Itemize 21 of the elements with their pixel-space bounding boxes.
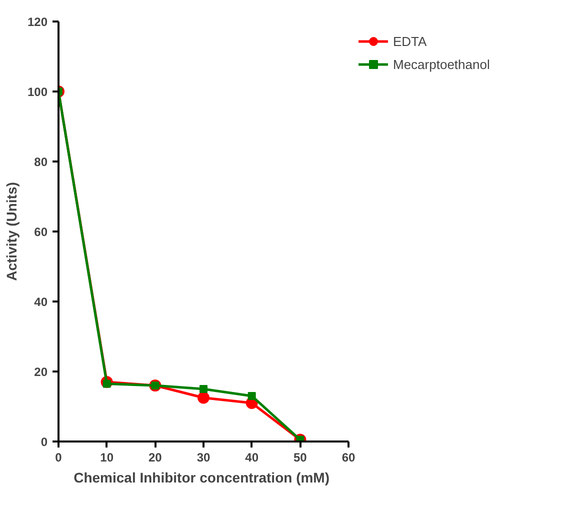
y-tick-label: 0 [40, 435, 48, 449]
legend-label: EDTA [393, 34, 427, 48]
y-axis-title: Activity (Units) [3, 182, 20, 281]
x-axis-title: Chemical Inhibitor concentration (mM) [74, 470, 330, 486]
x-tick-label: 40 [245, 450, 259, 464]
y-tick-label: 20 [34, 365, 48, 379]
y-tick-label: 80 [34, 155, 48, 169]
x-tick-label: 50 [293, 450, 308, 464]
legend-label: Mecarptoethanol [393, 56, 490, 72]
x-tick-label: 30 [196, 450, 210, 464]
x-tick-label: 20 [148, 450, 162, 464]
y-tick-label: 40 [34, 295, 48, 309]
x-tick-label: 60 [342, 450, 356, 464]
y-tick-label: 100 [27, 85, 48, 99]
y-tick-label: 120 [27, 15, 48, 29]
x-tick-label: 10 [100, 450, 114, 464]
point [198, 392, 210, 404]
point [200, 385, 208, 393]
point [248, 392, 256, 400]
x-tick-label: 0 [55, 450, 62, 464]
y-tick-label: 60 [34, 225, 48, 239]
